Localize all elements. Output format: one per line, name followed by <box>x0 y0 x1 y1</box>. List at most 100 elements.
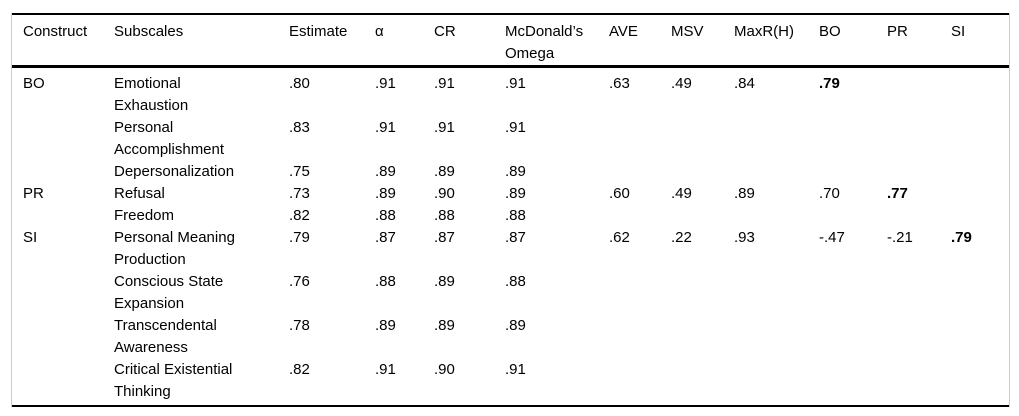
cell-omega: .89 <box>505 317 526 334</box>
cell-estimate: .73 <box>289 185 310 202</box>
cell-si <box>951 67 1009 118</box>
cell-construct <box>12 161 114 183</box>
cell-cr: .90 <box>434 185 455 202</box>
cell-omega: .88 <box>505 207 526 224</box>
cell-subscale: Refusal <box>114 185 165 202</box>
cell-omega: .91 <box>505 75 526 92</box>
reliability-validity-table: Construct Subscales Estimate α CR McDona… <box>12 13 1009 407</box>
cell-ave <box>609 359 671 406</box>
cell-ave: .62 <box>609 229 630 246</box>
cell-construct <box>12 359 114 406</box>
cell-subscale: Critical Existential Thinking <box>114 361 233 400</box>
header-row: Construct Subscales Estimate α CR McDona… <box>12 14 1009 68</box>
cell-omega: .91 <box>505 119 526 136</box>
col-header-bo: BO <box>819 14 887 68</box>
cell-bo <box>819 359 887 406</box>
table-row: SI Personal Meaning Production .79 .87 .… <box>12 227 1009 271</box>
cell-omega: .89 <box>505 163 526 180</box>
cell-pr <box>887 315 951 359</box>
cell-alpha: .91 <box>375 75 396 92</box>
cell-ave <box>609 117 671 161</box>
cell-msv <box>671 315 734 359</box>
table-row: Conscious State Expansion .76 .88 .89 .8… <box>12 271 1009 315</box>
cell-subscale: Personal Accomplishment <box>114 119 225 158</box>
table-row: BO Emotional Exhaustion .80 .91 .91 .91 … <box>12 67 1009 118</box>
table-row: PR Refusal .73 .89 .90 .89 .60 .49 .89 .… <box>12 183 1009 205</box>
table-row: Transcendental Awareness .78 .89 .89 .89 <box>12 315 1009 359</box>
cell-construct: PR <box>23 185 44 202</box>
cell-estimate: .83 <box>289 119 310 136</box>
cell-construct <box>12 205 114 227</box>
cell-ave: .63 <box>609 75 630 92</box>
cell-pr <box>887 161 951 183</box>
cell-subscale: Freedom <box>114 207 175 224</box>
col-header-alpha: α <box>375 14 434 68</box>
cell-cr: .89 <box>434 163 455 180</box>
cell-msv: .49 <box>671 75 692 92</box>
cell-ave <box>609 271 671 315</box>
cell-alpha: .91 <box>375 119 396 136</box>
cell-maxrh <box>734 315 819 359</box>
cell-estimate: .80 <box>289 75 310 92</box>
col-header-si: SI <box>951 14 1009 68</box>
cell-estimate: .78 <box>289 317 310 334</box>
cell-bo <box>819 315 887 359</box>
cell-omega: .89 <box>505 185 526 202</box>
cell-msv <box>671 271 734 315</box>
table-row: Personal Accomplishment .83 .91 .91 .91 <box>12 117 1009 161</box>
cell-pr <box>887 271 951 315</box>
cell-alpha: .89 <box>375 185 396 202</box>
cell-bo <box>819 205 887 227</box>
cell-subscale: Emotional Exhaustion <box>114 75 189 114</box>
cell-estimate: .79 <box>289 229 310 246</box>
cell-construct: BO <box>23 75 45 92</box>
cell-pr <box>887 205 951 227</box>
table-row: Critical Existential Thinking .82 .91 .9… <box>12 359 1009 406</box>
cell-alpha: .91 <box>375 361 396 378</box>
col-header-estimate: Estimate <box>289 14 375 68</box>
cell-ave <box>609 205 671 227</box>
cell-si <box>951 161 1009 183</box>
cell-maxrh <box>734 271 819 315</box>
cell-cr: .90 <box>434 361 455 378</box>
cell-msv <box>671 359 734 406</box>
table-row: Depersonalization .75 .89 .89 .89 <box>12 161 1009 183</box>
cell-cr: .91 <box>434 75 455 92</box>
cell-bo: -.47 <box>819 229 845 246</box>
cell-estimate: .82 <box>289 361 310 378</box>
col-header-maxrh: MaxR(H) <box>734 14 819 68</box>
cell-maxrh: .89 <box>734 185 755 202</box>
cell-maxrh: .84 <box>734 75 755 92</box>
col-header-subscales: Subscales <box>114 14 289 68</box>
cell-msv <box>671 161 734 183</box>
cell-pr-diagonal: .77 <box>887 185 908 202</box>
cell-construct <box>12 271 114 315</box>
cell-cr: .91 <box>434 119 455 136</box>
cell-estimate: .82 <box>289 207 310 224</box>
cell-si <box>951 359 1009 406</box>
cell-subscale: Depersonalization <box>114 163 235 180</box>
cell-ave <box>609 161 671 183</box>
col-header-cr: CR <box>434 14 505 68</box>
col-header-msv: MSV <box>671 14 734 68</box>
col-header-construct: Construct <box>12 14 114 68</box>
cell-bo <box>819 271 887 315</box>
cell-subscale: Conscious State Expansion <box>114 273 224 312</box>
cell-alpha: .89 <box>375 163 396 180</box>
col-header-mcdonalds-omega: McDonald’s Omega <box>505 14 609 68</box>
cell-estimate: .76 <box>289 273 310 290</box>
cell-maxrh <box>734 117 819 161</box>
cell-maxrh <box>734 161 819 183</box>
table-frame: Construct Subscales Estimate α CR McDona… <box>11 13 1010 407</box>
cell-subscale: Personal Meaning Production <box>114 229 235 268</box>
cell-ave: .60 <box>609 185 630 202</box>
cell-ave <box>609 315 671 359</box>
cell-cr: .89 <box>434 317 455 334</box>
cell-pr <box>887 117 951 161</box>
cell-bo: .70 <box>819 185 840 202</box>
cell-pr <box>887 67 951 118</box>
cell-omega: .91 <box>505 361 526 378</box>
cell-si-diagonal: .79 <box>951 229 972 246</box>
cell-pr <box>887 359 951 406</box>
